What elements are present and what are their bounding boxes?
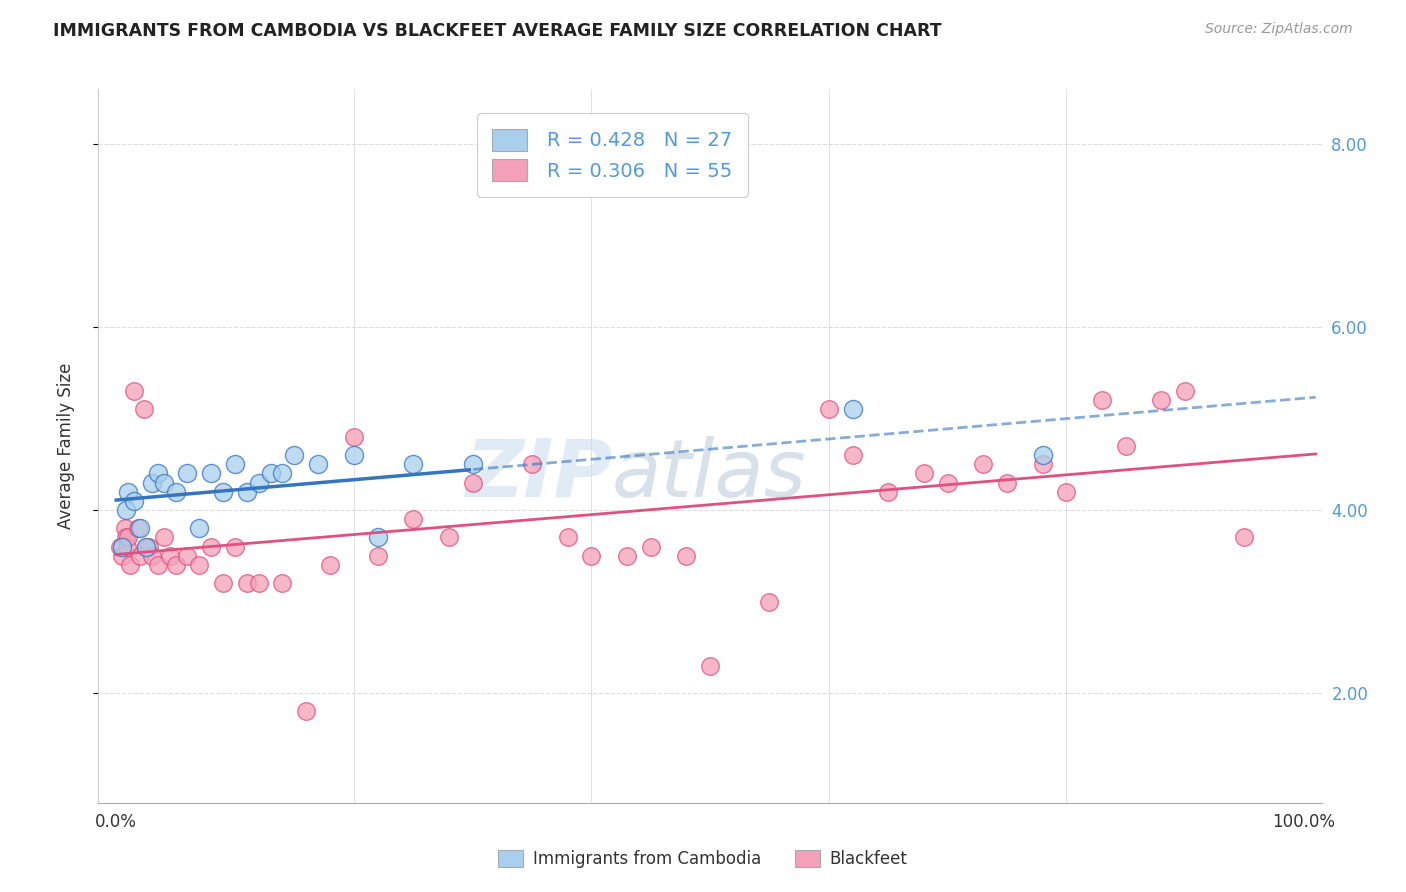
- Point: [437, 531, 460, 545]
- Text: ZIP: ZIP: [465, 435, 612, 514]
- Point: [343, 430, 366, 444]
- Point: [135, 540, 157, 554]
- Point: [188, 521, 211, 535]
- Point: [247, 475, 270, 490]
- Point: [146, 558, 169, 572]
- Point: [114, 503, 136, 517]
- Point: [912, 467, 935, 481]
- Point: [640, 540, 662, 554]
- Point: [817, 402, 839, 417]
- Point: [307, 458, 329, 472]
- Point: [877, 484, 900, 499]
- Point: [135, 540, 157, 554]
- Point: [247, 576, 270, 591]
- Point: [152, 475, 174, 490]
- Point: [995, 475, 1018, 490]
- Point: [212, 576, 235, 591]
- Point: [114, 531, 136, 545]
- Point: [841, 402, 863, 417]
- Point: [122, 384, 145, 398]
- Point: [283, 448, 305, 462]
- Point: [224, 458, 246, 472]
- Point: [176, 549, 198, 563]
- Point: [152, 531, 174, 545]
- Point: [138, 540, 160, 554]
- Point: [129, 521, 152, 535]
- Point: [1032, 458, 1054, 472]
- Point: [236, 484, 259, 499]
- Point: [115, 540, 138, 554]
- Point: [402, 512, 425, 526]
- Point: [366, 531, 388, 545]
- Point: [200, 540, 222, 554]
- Point: [127, 521, 149, 535]
- Point: [176, 467, 198, 481]
- Point: [402, 458, 425, 472]
- Legend: Immigrants from Cambodia, Blackfeet: Immigrants from Cambodia, Blackfeet: [492, 843, 914, 875]
- Point: [841, 448, 863, 462]
- Point: [520, 458, 543, 472]
- Point: [111, 549, 134, 563]
- Point: [1150, 393, 1173, 408]
- Point: [165, 484, 187, 499]
- Point: [146, 467, 169, 481]
- Point: [319, 558, 342, 572]
- Point: [141, 475, 163, 490]
- Point: [343, 448, 366, 462]
- Point: [271, 576, 294, 591]
- Point: [461, 458, 484, 472]
- Text: Source: ZipAtlas.com: Source: ZipAtlas.com: [1205, 22, 1353, 37]
- Point: [129, 549, 152, 563]
- Text: atlas: atlas: [612, 435, 807, 514]
- Point: [972, 458, 994, 472]
- Point: [200, 467, 222, 481]
- Point: [114, 521, 136, 535]
- Point: [461, 475, 484, 490]
- Point: [212, 484, 235, 499]
- Point: [699, 658, 721, 673]
- Point: [1115, 439, 1137, 453]
- Point: [758, 594, 780, 608]
- Point: [1233, 531, 1256, 545]
- Point: [159, 549, 181, 563]
- Point: [122, 494, 145, 508]
- Point: [581, 549, 603, 563]
- Point: [188, 558, 211, 572]
- Point: [1032, 448, 1054, 462]
- Point: [120, 558, 142, 572]
- Y-axis label: Average Family Size: Average Family Size: [56, 363, 75, 529]
- Point: [936, 475, 959, 490]
- Point: [1091, 393, 1114, 408]
- Point: [1054, 484, 1077, 499]
- Point: [111, 540, 134, 554]
- Point: [141, 549, 163, 563]
- Point: [236, 576, 259, 591]
- Point: [271, 467, 294, 481]
- Text: IMMIGRANTS FROM CAMBODIA VS BLACKFEET AVERAGE FAMILY SIZE CORRELATION CHART: IMMIGRANTS FROM CAMBODIA VS BLACKFEET AV…: [53, 22, 942, 40]
- Point: [616, 549, 638, 563]
- Legend: R = 0.428   N = 27, R = 0.306   N = 55: R = 0.428 N = 27, R = 0.306 N = 55: [477, 113, 748, 197]
- Point: [557, 531, 579, 545]
- Point: [295, 704, 318, 718]
- Point: [165, 558, 187, 572]
- Point: [366, 549, 388, 563]
- Point: [132, 402, 155, 417]
- Point: [675, 549, 697, 563]
- Point: [108, 540, 131, 554]
- Point: [1174, 384, 1197, 398]
- Point: [259, 467, 281, 481]
- Point: [117, 531, 139, 545]
- Point: [224, 540, 246, 554]
- Point: [117, 484, 139, 499]
